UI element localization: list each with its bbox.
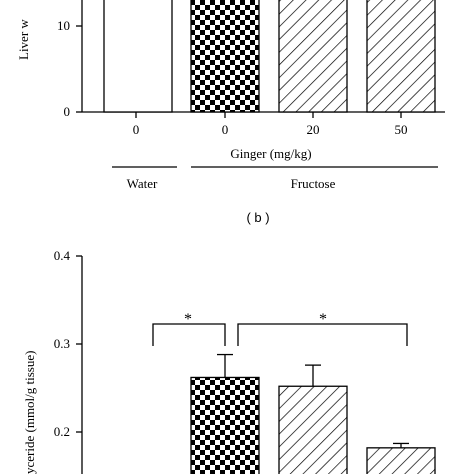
sig-bracket-left	[152, 323, 226, 346]
panel-caption: ( b )	[246, 210, 269, 225]
panel-a-xlabel: Ginger (mg/kg)	[230, 146, 311, 161]
sig-star-right: *	[319, 311, 327, 328]
panel-a-xtick-label-2: 20	[307, 122, 320, 137]
panel-b-bar-3	[366, 447, 436, 474]
sig-star-left: *	[184, 311, 192, 328]
panel-a-xtick-label-1: 0	[222, 122, 229, 137]
panel-a-xtick-label-3: 50	[395, 122, 408, 137]
panel-a-xtick-label-0: 0	[133, 122, 140, 137]
panel-b: yceride (mmol/g tissue) 0.2 0.3 0.4 * *	[22, 248, 436, 474]
panel-b-bar-1	[190, 376, 260, 474]
panel-a-bar-1	[190, 0, 260, 113]
panel-a-bar-2	[278, 0, 348, 113]
group-label-fructose: Fructose	[291, 176, 336, 191]
panel-a-ytick-label-1: 10	[57, 18, 70, 33]
panel-a-bar-0	[103, 0, 173, 113]
panel-b-ytick-label-0: 0.2	[54, 424, 70, 439]
panel-b-bar-2	[278, 385, 348, 474]
panel-a: Liver w 010 0 0 20 50 Ginger (mg/kg) Water …	[16, 0, 445, 225]
panel-b-ylabel: yceride (mmol/g tissue)	[22, 351, 37, 474]
panel-b-ytick-label-1: 0.3	[54, 336, 70, 351]
group-label-water: Water	[127, 176, 158, 191]
panel-b-ytick-label-2: 0.4	[54, 248, 71, 263]
sig-bracket-right	[237, 323, 408, 346]
panel-a-ytick-label-0: 0	[64, 104, 71, 119]
panel-a-ylabel: Liver w	[16, 19, 31, 60]
panel-a-bar-3	[366, 0, 436, 113]
